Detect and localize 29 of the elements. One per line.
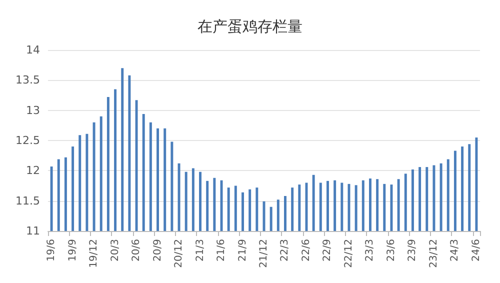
x-tick-label: 23/6	[386, 239, 397, 262]
x-tick-label: 21/6	[216, 239, 228, 262]
x-tick-label: 24/3	[450, 239, 461, 262]
x-tick-label: 22/6	[300, 239, 312, 262]
x-tick-label: 21/9	[237, 239, 248, 262]
x-tick-label: 19/12	[88, 239, 100, 268]
chart-title: 在产蛋鸡存栏量	[198, 18, 302, 36]
x-tick-label: 21/12	[258, 239, 270, 268]
x-tick-label: 19/6	[46, 239, 58, 262]
x-tick-label: 22/12	[343, 239, 354, 268]
y-tick-label: 11	[26, 224, 40, 238]
y-tick-label: 13.5	[16, 74, 40, 87]
x-tick-label: 23/12	[428, 239, 440, 268]
x-tick-label: 19/9	[67, 239, 78, 262]
x-tick-label: 20/9	[152, 239, 164, 262]
x-tick-label: 21/3	[194, 239, 206, 262]
x-tick-label: 23/9	[407, 239, 418, 262]
x-tick-label: 20/3	[110, 239, 121, 262]
y-tick-label: 11.5	[16, 194, 40, 208]
x-tick-label: 23/3	[364, 239, 376, 262]
x-tick-label: 22/3	[280, 239, 291, 262]
x-tick-label: 20/12	[174, 239, 185, 268]
y-tick-label: 12	[26, 164, 40, 178]
x-tick-label: 20/6	[131, 239, 142, 262]
x-tick-label: 24/6	[470, 239, 482, 262]
y-tick-label: 13	[26, 104, 40, 117]
y-tick-label: 12.5	[16, 134, 40, 147]
y-tick-label: 14	[26, 44, 40, 56]
x-tick-label: 22/9	[322, 239, 334, 262]
